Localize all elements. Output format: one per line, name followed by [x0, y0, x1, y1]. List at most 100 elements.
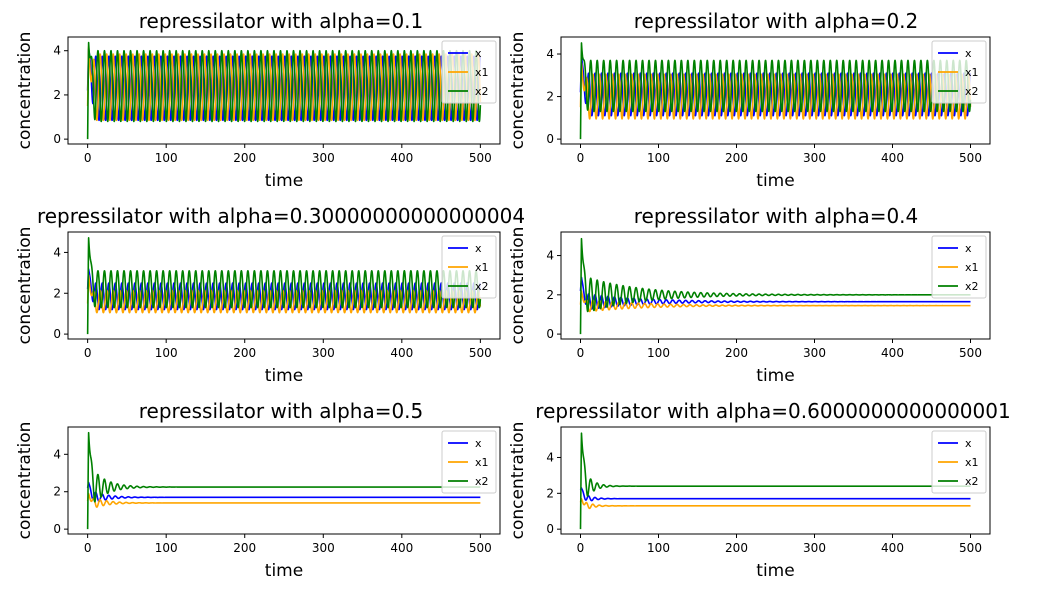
series-line-x2	[86, 431, 481, 530]
x-axis-label: time	[265, 366, 303, 386]
y-tick-label: 0	[546, 327, 554, 341]
series-line-x2	[579, 432, 972, 530]
legend-entry-x2: x2	[475, 85, 489, 98]
legend: x x1 x2	[931, 235, 987, 299]
axes-frame	[560, 426, 991, 535]
x-axis-label: time	[756, 561, 794, 581]
y-tick-label: 4	[546, 47, 554, 61]
legend-box	[931, 40, 987, 104]
x-tick-label: 200	[233, 541, 256, 555]
legend-entry-x1: x1	[965, 66, 979, 79]
series-line-x2	[579, 42, 972, 140]
y-tick-label: 4	[53, 447, 61, 461]
legend: x x1 x2	[441, 235, 497, 299]
legend: x x1 x2	[931, 430, 987, 494]
legend-entry-x1: x1	[965, 456, 979, 469]
x-axis-label: time	[756, 171, 794, 191]
x-tick-label: 100	[155, 151, 178, 165]
x-axis-label: time	[265, 561, 303, 581]
y-axis-label: concentration	[15, 32, 35, 150]
x-tick-label: 200	[725, 151, 748, 165]
x-tick-label: 0	[84, 346, 92, 360]
axes-frame	[560, 36, 991, 145]
series-group	[579, 42, 972, 140]
subplot-2: 0 100 200 300 400 500 0 2 4 time concentration repr…	[508, 9, 991, 191]
legend-entry-x: x	[475, 47, 482, 60]
legend-entry-x1: x1	[475, 456, 489, 469]
legend: x x1 x2	[441, 430, 497, 494]
chart-title: repressilator with alpha=0.3000000000000…	[37, 204, 525, 228]
legend-box	[931, 235, 987, 299]
x-tick-label: 0	[84, 541, 92, 555]
axes-frame	[67, 36, 501, 145]
x-tick-label: 500	[469, 346, 492, 360]
y-axis-label: concentration	[508, 32, 528, 150]
chart-title: repressilator with alpha=0.4	[634, 204, 919, 228]
series-group	[86, 237, 482, 335]
legend-entry-x2: x2	[475, 280, 489, 293]
x-tick-label: 300	[803, 346, 826, 360]
y-tick-label: 4	[546, 249, 554, 263]
series-line-x2	[86, 41, 482, 140]
x-tick-label: 100	[647, 151, 670, 165]
axes-frame	[67, 426, 501, 535]
x-tick-label: 500	[469, 541, 492, 555]
x-tick-label: 300	[312, 346, 335, 360]
legend-entry-x1: x1	[965, 261, 979, 274]
series-line-x	[579, 487, 972, 502]
y-tick-label: 0	[546, 522, 554, 536]
series-line-x1	[579, 497, 972, 510]
y-tick-label: 2	[546, 288, 554, 302]
legend: x x1 x2	[931, 40, 987, 104]
legend: x x1 x2	[441, 40, 497, 104]
x-tick-label: 0	[577, 541, 585, 555]
x-axis-label: time	[265, 171, 303, 191]
legend-box	[441, 235, 497, 299]
x-tick-label: 500	[959, 151, 982, 165]
axes-frame	[67, 231, 501, 340]
y-tick-label: 0	[53, 327, 61, 341]
y-axis-label: concentration	[508, 227, 528, 345]
y-tick-label: 4	[546, 450, 554, 464]
y-tick-label: 2	[53, 88, 61, 102]
legend-box	[441, 430, 497, 494]
x-tick-label: 400	[390, 541, 413, 555]
y-axis-label: concentration	[508, 422, 528, 540]
y-tick-label: 2	[53, 286, 61, 300]
series-line-x	[86, 481, 481, 503]
x-tick-label: 100	[155, 541, 178, 555]
legend-entry-x2: x2	[965, 280, 979, 293]
legend-entry-x1: x1	[475, 66, 489, 79]
legend-entry-x1: x1	[475, 261, 489, 274]
y-tick-label: 4	[53, 44, 61, 58]
x-tick-label: 0	[84, 151, 92, 165]
legend-entry-x: x	[965, 47, 972, 60]
subplot-1: 0 100 200 300 400 500 0 2 4 time concentration repr…	[15, 9, 501, 191]
x-tick-label: 400	[881, 541, 904, 555]
series-line-x2	[86, 237, 482, 335]
y-axis-label: concentration	[15, 422, 35, 540]
legend-entry-x2: x2	[965, 475, 979, 488]
x-tick-label: 400	[390, 151, 413, 165]
y-tick-label: 4	[53, 245, 61, 259]
legend-entry-x: x	[475, 242, 482, 255]
legend-entry-x: x	[965, 242, 972, 255]
chart-title: repressilator with alpha=0.2	[634, 9, 919, 33]
subplot-6: 0 100 200 300 400 500 0 2 4 time concentration repr…	[508, 399, 1011, 581]
x-tick-label: 400	[390, 346, 413, 360]
series-line-x1	[579, 290, 972, 313]
y-tick-label: 0	[53, 522, 61, 536]
subplot-3: 0 100 200 300 400 500 0 2 4 time concentrationrepr…	[15, 204, 525, 386]
legend-entry-x2: x2	[475, 475, 489, 488]
x-tick-label: 500	[959, 541, 982, 555]
chart-title: repressilator with alpha=0.1	[139, 9, 424, 33]
series-group	[86, 431, 481, 530]
x-tick-label: 400	[881, 346, 904, 360]
x-tick-label: 100	[647, 346, 670, 360]
x-tick-label: 200	[233, 151, 256, 165]
y-axis-label: concentration	[15, 227, 35, 345]
x-tick-label: 300	[803, 541, 826, 555]
x-tick-label: 200	[725, 346, 748, 360]
x-axis-label: time	[756, 366, 794, 386]
x-tick-label: 100	[155, 346, 178, 360]
